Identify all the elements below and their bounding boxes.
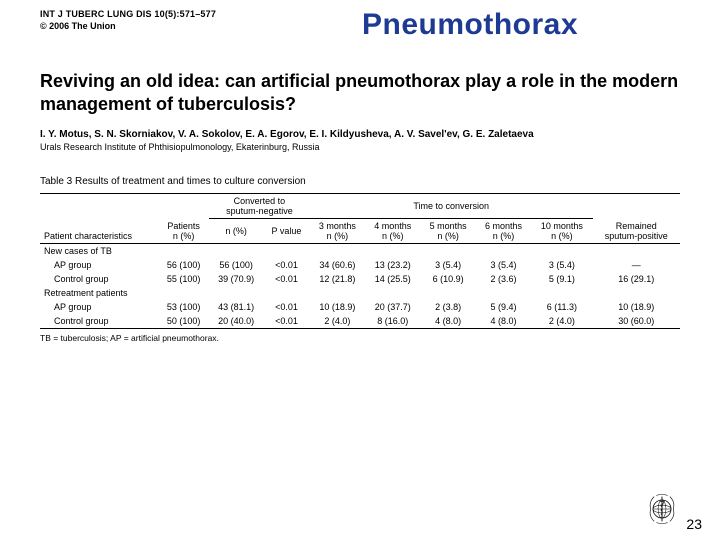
table-cell: 39 (70.9) [209,272,263,286]
table-cell: 56 (100) [209,258,263,272]
table-cell: 50 (100) [158,314,209,329]
table-cell: Control group [40,272,158,286]
article-title: Reviving an old idea: can artificial pne… [0,42,720,119]
table-cell: 8 (16.0) [365,314,420,329]
col-patients: Patients n (%) [158,194,209,244]
table-cell: 13 (23.2) [365,258,420,272]
table-cell: 10 (18.9) [593,300,680,314]
table-cell: 55 (100) [158,272,209,286]
table-cell: 3 (5.4) [476,258,531,272]
table-cell: <0.01 [263,258,310,272]
col-group-time: Time to conversion [310,194,593,219]
table-cell: 3 (5.4) [420,258,475,272]
table-cell: 2 (3.6) [476,272,531,286]
table-cell: <0.01 [263,314,310,329]
table-cell: 4 (8.0) [420,314,475,329]
table-cell: 20 (37.7) [365,300,420,314]
affiliation: Urals Research Institute of Phthisiopulm… [0,142,720,158]
table-cell: 56 (100) [158,258,209,272]
col-3m: 3 months n (%) [310,219,365,244]
table-cell: 16 (29.1) [593,272,680,286]
col-patient-characteristics: Patient characteristics [40,194,158,244]
table-row: AP group56 (100)56 (100)<0.0134 (60.6)13… [40,258,680,272]
table-cell: 2 (3.8) [420,300,475,314]
table-cell: 6 (11.3) [531,300,592,314]
table-cell: 43 (81.1) [209,300,263,314]
col-remained: Remained sputum-positive [593,194,680,244]
table-cell: <0.01 [263,272,310,286]
table-cell: 12 (21.8) [310,272,365,286]
journal-line2: © 2006 The Union [40,20,260,32]
results-table-wrap: Table 3 Results of treatment and times t… [0,158,720,343]
table-section-label: Retreatment patients [40,286,680,300]
table-row: AP group53 (100)43 (81.1)<0.0110 (18.9)2… [40,300,680,314]
results-table: Patient characteristics Patients n (%) C… [40,193,680,329]
table-cell: 2 (4.0) [531,314,592,329]
table-cell: 20 (40.0) [209,314,263,329]
table-cell: 3 (5.4) [531,258,592,272]
table-row: Control group50 (100)20 (40.0)<0.012 (4.… [40,314,680,329]
table-cell: AP group [40,258,158,272]
col-10m: 10 months n (%) [531,219,592,244]
col-pvalue: P value [263,219,310,244]
page-title: Pneumothorax [260,8,680,42]
journal-citation: INT J TUBERC LUNG DIS 10(5):571–577 © 20… [40,8,260,32]
col-5m: 5 months n (%) [420,219,475,244]
table-cell: 5 (9.4) [476,300,531,314]
table-cell: 14 (25.5) [365,272,420,286]
authors: I. Y. Motus, S. N. Skorniakov, V. A. Sok… [0,119,720,142]
table-section-label: New cases of TB [40,244,680,259]
who-logo-icon [644,491,680,532]
page-number: 23 [686,516,702,532]
table-cell: — [593,258,680,272]
table-cell: 2 (4.0) [310,314,365,329]
table-cell: Control group [40,314,158,329]
table-cell: 5 (9.1) [531,272,592,286]
table-caption: Table 3 Results of treatment and times t… [40,176,680,187]
journal-line1: INT J TUBERC LUNG DIS 10(5):571–577 [40,8,260,20]
col-conv-n: n (%) [209,219,263,244]
table-cell: 53 (100) [158,300,209,314]
table-cell: AP group [40,300,158,314]
table-cell: 4 (8.0) [476,314,531,329]
table-cell: <0.01 [263,300,310,314]
table-cell: 30 (60.0) [593,314,680,329]
table-footnote: TB = tuberculosis; AP = artificial pneum… [40,329,680,343]
col-group-converted: Converted to sputum-negative [209,194,310,219]
col-4m: 4 months n (%) [365,219,420,244]
table-row: Control group55 (100)39 (70.9)<0.0112 (2… [40,272,680,286]
table-cell: 34 (60.6) [310,258,365,272]
table-cell: 10 (18.9) [310,300,365,314]
table-cell: 6 (10.9) [420,272,475,286]
col-6m: 6 months n (%) [476,219,531,244]
